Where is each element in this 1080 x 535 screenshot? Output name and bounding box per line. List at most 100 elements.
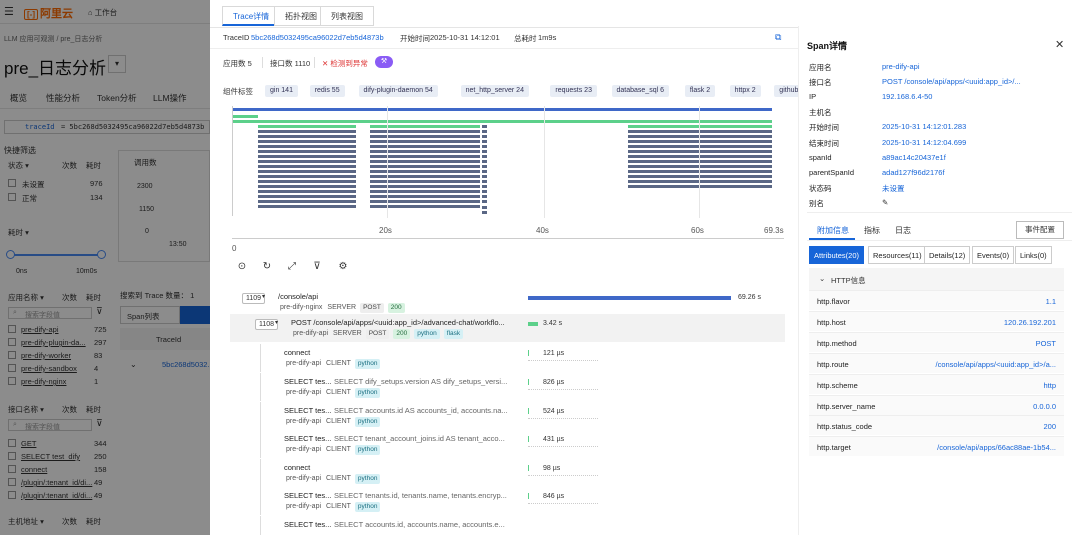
span-row[interactable]: 1108 ▾ POST /console/api/apps/<uuid:app_id… xyxy=(230,314,785,342)
duration-guide xyxy=(528,389,598,390)
traceid-value[interactable]: 5bc268d5032495ca96022d7eb5d4873b xyxy=(251,33,384,42)
app-item-checkbox[interactable] xyxy=(8,338,16,346)
iface-item-checkbox[interactable] xyxy=(8,439,16,447)
span-row[interactable]: connect pre-dify-api CLIENT python 98 µs xyxy=(230,459,785,487)
child-count-toggle[interactable]: 1109 xyxy=(242,293,266,304)
component-tag[interactable]: gin 141 xyxy=(265,85,298,97)
tab-trace-detail[interactable]: Trace详情 xyxy=(222,6,281,26)
tab-metrics[interactable]: 指标 xyxy=(864,226,880,235)
trace-id-link[interactable]: 5bc268d5032... xyxy=(162,360,210,369)
tab-token[interactable]: Token分析 xyxy=(97,93,137,103)
locate-icon[interactable]: ⊙ xyxy=(237,261,247,272)
tab-extra-info[interactable]: 附加信息 xyxy=(817,226,849,235)
app-search-input[interactable]: ⌕ 搜索字段值 xyxy=(8,307,92,319)
settings-icon[interactable]: ⚙ xyxy=(338,261,348,272)
filter-icon[interactable]: ⊽ xyxy=(96,306,103,316)
tab-performance[interactable]: 性能分析 xyxy=(46,93,81,103)
component-tag[interactable]: requests 23 xyxy=(550,85,597,97)
tab-list-view[interactable]: 列表视图 xyxy=(320,6,374,26)
edit-icon[interactable]: ✎ xyxy=(882,197,889,207)
open-external-icon[interactable]: ⧉ xyxy=(775,32,782,42)
component-tag[interactable]: database_sql 6 xyxy=(611,85,669,97)
span-list-tab[interactable]: Span列表 xyxy=(120,306,180,324)
span-row[interactable]: SELECT tes... SELECT dify_setups.version … xyxy=(230,373,785,401)
trace-timeline-overview[interactable] xyxy=(232,106,774,216)
chevron-down-icon[interactable]: ▾ xyxy=(262,294,266,300)
app-item-label[interactable]: pre-dify-api xyxy=(21,325,59,334)
close-icon[interactable]: ✕ xyxy=(1055,39,1065,51)
component-tag[interactable]: httpx 2 xyxy=(729,85,761,97)
aliyun-logo[interactable]: [-] 阿里云 xyxy=(24,5,73,21)
component-tag[interactable]: redis 55 xyxy=(309,85,345,97)
iface-item-checkbox[interactable] xyxy=(8,491,16,499)
tab-llm-ops[interactable]: LLM操作 xyxy=(153,93,187,103)
http-section-header[interactable]: ⌄ HTTP信息 xyxy=(809,268,1064,290)
component-tag[interactable]: net_http_server 24 xyxy=(460,85,529,97)
app-item-label[interactable]: pre-dify-plugin-da... xyxy=(21,338,86,347)
app-item-checkbox[interactable] xyxy=(8,351,16,359)
iface-item-checkbox[interactable] xyxy=(8,452,16,460)
field-value[interactable]: 192.168.6.4-50 xyxy=(882,92,933,102)
error-detect[interactable]: ✕ 检测到异常 xyxy=(322,59,368,68)
workbench-link[interactable]: ⌂ 工作台 xyxy=(88,8,118,17)
app-header[interactable]: 应用名称 ▾ xyxy=(8,293,44,302)
chevron-down-icon[interactable]: ▾ xyxy=(275,320,279,326)
subtab-links[interactable]: Links(0) xyxy=(1015,246,1052,264)
trace-list-tab[interactable] xyxy=(180,306,210,324)
slider-handle-min[interactable] xyxy=(6,250,15,259)
iface-header[interactable]: 接口名称 ▾ xyxy=(8,405,44,414)
span-row[interactable]: SELECT tes... SELECT accounts.id, account… xyxy=(230,516,785,535)
timeline-span xyxy=(482,125,487,128)
iface-item-label[interactable]: /plugin/:tenant_id/di... xyxy=(21,491,93,500)
iface-item-label[interactable]: SELECT test_dify xyxy=(21,452,81,461)
span-row[interactable]: 1109 ▾ /console/api pre-dify-nginx SERVER POS… xyxy=(230,288,785,316)
app-item-checkbox[interactable] xyxy=(8,364,16,372)
iface-item-checkbox[interactable] xyxy=(8,478,16,486)
span-row[interactable]: SELECT tes... SELECT tenant_account_joins… xyxy=(230,430,785,458)
status-checkbox[interactable] xyxy=(8,179,16,187)
component-tag[interactable]: flask 2 xyxy=(684,85,716,97)
component-tag[interactable]: dify-plugin-daemon 54 xyxy=(358,85,438,97)
span-row[interactable]: SELECT tes... SELECT tenants.id, tenants.… xyxy=(230,487,785,515)
iface-item-label[interactable]: connect xyxy=(21,465,48,474)
subtab-details[interactable]: Details(12) xyxy=(924,246,971,264)
host-header[interactable]: 主机地址 ▾ xyxy=(8,517,44,526)
subtab-resources[interactable]: Resources(11) xyxy=(868,246,927,264)
tab-topology[interactable]: 拓扑视图 xyxy=(274,6,328,26)
expand-icon[interactable]: ⤢ xyxy=(288,261,296,272)
iface-item-checkbox[interactable] xyxy=(8,465,16,473)
filter-icon[interactable]: ⊽ xyxy=(313,261,321,272)
title-dropdown-icon[interactable]: ▾ xyxy=(108,55,126,73)
app-item-label[interactable]: pre-dify-sandbox xyxy=(21,364,77,373)
iface-item-label[interactable]: GET xyxy=(21,439,37,448)
status-header[interactable]: 状态 ▾ xyxy=(8,161,29,170)
expand-row-icon[interactable]: ⌄ xyxy=(130,360,137,369)
start-time-label: 开始时间 xyxy=(400,34,430,43)
refresh-icon[interactable]: ↻ xyxy=(262,261,272,272)
divider xyxy=(262,57,263,68)
query-input[interactable]: traceId = 5bc268d5032495ca96022d7eb5d487… xyxy=(4,120,210,134)
field-value[interactable]: POST /console/api/apps/<uuid:app_id>/... xyxy=(882,77,1021,87)
app-item-checkbox[interactable] xyxy=(8,325,16,333)
span-row[interactable]: connect pre-dify-api CLIENT python 121 µs xyxy=(230,344,785,372)
event-config-button[interactable]: 事件配置 xyxy=(1016,221,1064,239)
app-item-label[interactable]: pre-dify-worker xyxy=(21,351,72,360)
tab-overview[interactable]: 概览 xyxy=(10,93,28,103)
magic-wand-icon[interactable]: ⚒ xyxy=(375,56,393,68)
modal-overlay[interactable] xyxy=(0,0,210,535)
duration-filter-label[interactable]: 耗时 ▾ xyxy=(8,228,29,237)
slider-handle-max[interactable] xyxy=(97,250,106,259)
iface-search-input[interactable]: ⌕ 搜索字段值 xyxy=(8,419,92,431)
app-item-checkbox[interactable] xyxy=(8,377,16,385)
tab-logs[interactable]: 日志 xyxy=(895,226,911,235)
menu-icon[interactable]: ☰ xyxy=(4,6,14,18)
app-item-label[interactable]: pre-dify-nginx xyxy=(21,377,67,386)
subtab-attributes[interactable]: Attributes(20) xyxy=(809,246,865,264)
iface-item-label[interactable]: /plugin/:tenant_id/di... xyxy=(21,478,93,487)
filter-icon[interactable]: ⊽ xyxy=(96,418,103,428)
subtab-events[interactable]: Events(0) xyxy=(972,246,1015,264)
status-checkbox[interactable] xyxy=(8,193,16,201)
duration-slider[interactable] xyxy=(10,254,102,256)
span-row[interactable]: SELECT tes... SELECT accounts.id AS accou… xyxy=(230,402,785,430)
child-count-toggle[interactable]: 1108 xyxy=(255,319,279,330)
